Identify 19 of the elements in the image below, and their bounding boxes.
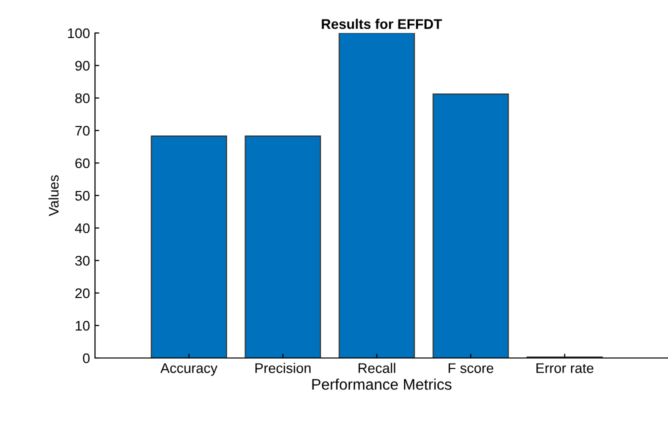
chart-title: Results for EFFDT — [322, 18, 442, 29]
y-tick-label: 20 — [75, 288, 90, 298]
x-tick-label: F score — [448, 363, 494, 374]
y-tick-label: 60 — [75, 158, 90, 168]
y-tick-label: 0 — [82, 353, 90, 364]
y-tick-label: 30 — [75, 256, 90, 266]
y-tick-label: 50 — [75, 190, 90, 201]
y-tick-label: 100 — [68, 28, 90, 38]
x-tick-label: Accuracy — [160, 363, 218, 376]
x-tick-label: Precision — [255, 362, 311, 374]
x-tick-label: Error rate — [536, 363, 594, 374]
y-axis-title: Values — [48, 175, 59, 216]
y-tick-label: 10 — [76, 320, 90, 331]
y-tick-label: 40 — [75, 223, 90, 234]
y-tick-label: 80 — [75, 93, 90, 104]
y-tick-label: 70 — [75, 126, 90, 136]
x-tick-label: Recall — [358, 362, 396, 374]
y-tick-label: 90 — [75, 60, 90, 71]
x-axis-title: Performance Metrics — [312, 378, 452, 390]
